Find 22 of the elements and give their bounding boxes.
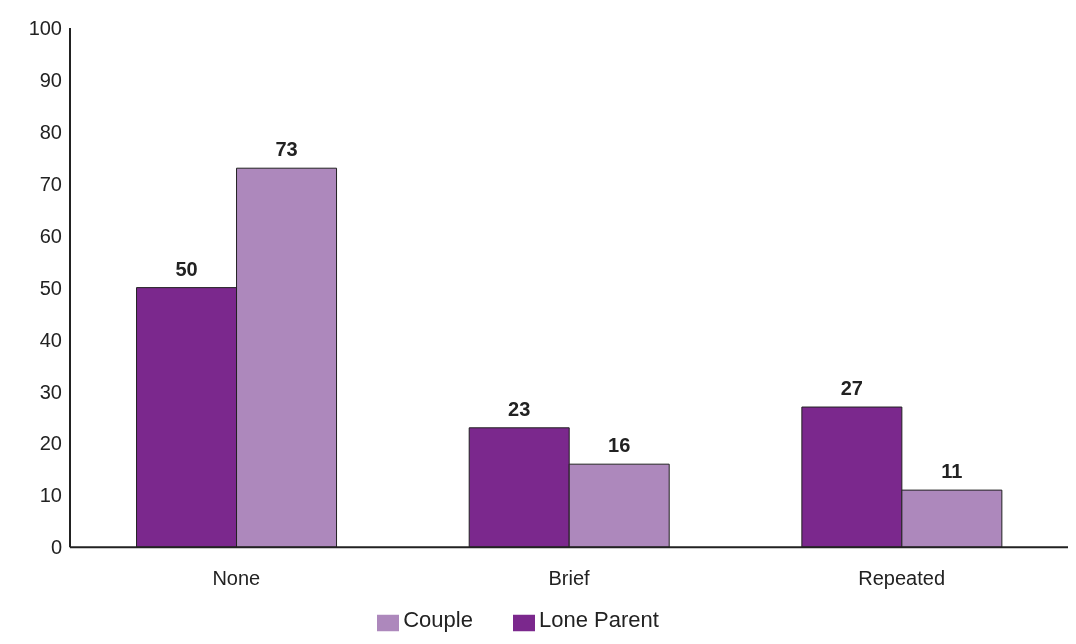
x-tick-label: Repeated: [858, 567, 946, 590]
y-tick-label: 0: [50, 536, 62, 559]
y-tick-label: 100: [28, 17, 62, 40]
y-tick-label: 60: [39, 224, 62, 247]
y-tick-label: 20: [39, 432, 62, 455]
data-label: 50: [175, 257, 198, 280]
y-tick-label: 30: [39, 380, 62, 403]
y-tick-label: 40: [39, 328, 62, 351]
legend-label: Lone Parent: [538, 607, 659, 633]
data-label: 11: [941, 460, 963, 483]
y-tick-label: 80: [39, 120, 62, 143]
y-tick-label: 10: [39, 484, 62, 507]
y-tick-label: 90: [39, 69, 62, 92]
legend-label: Couple: [403, 607, 473, 633]
x-tick-label: None: [212, 567, 261, 590]
x-tick-label: Brief: [548, 567, 590, 590]
data-label: 16: [608, 434, 631, 457]
data-label: 23: [508, 397, 531, 420]
y-tick-label: 70: [39, 172, 62, 195]
y-tick-label: 50: [39, 276, 62, 299]
data-label: 73: [275, 138, 298, 161]
data-label: 27: [840, 377, 863, 400]
